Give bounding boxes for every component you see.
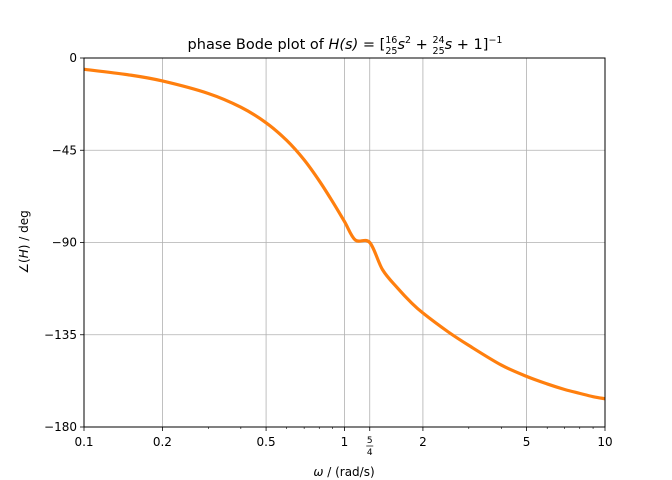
phase-series-line — [83, 67, 606, 401]
title-frac2-num: 24 — [432, 35, 444, 46]
x-tick-label: 2 — [419, 435, 427, 449]
x-tick-label: 1 — [341, 435, 349, 449]
chart-title: phase Bode plot of H(s) = [16 25s2 + 24 25… — [188, 35, 503, 57]
title-frac1-den: 25 — [385, 46, 397, 57]
y-axis-label: ∠(H) / deg — [17, 210, 31, 273]
title-frac2-den: 25 — [433, 46, 445, 57]
y-tick-label: 0 — [69, 51, 77, 65]
y-tick-label: −180 — [44, 420, 77, 434]
x-tick-label: 10 — [597, 435, 612, 449]
grid-layer — [83, 57, 606, 428]
y-tick-label: −45 — [52, 143, 77, 157]
x-tick-label: 0.2 — [153, 435, 172, 449]
y-tick-label: −135 — [44, 328, 77, 342]
x-axis-label: ω / (rad/s) — [313, 465, 374, 479]
x-tick-label: 0.5 — [257, 435, 276, 449]
title-frac1-num: 16 — [385, 35, 397, 46]
x-tick-label-frac-den: 4 — [367, 448, 373, 458]
y-tick-label: −90 — [52, 236, 77, 250]
x-tick-label: 0.1 — [74, 435, 93, 449]
series-layer — [83, 67, 606, 401]
x-tick-label: 5 — [523, 435, 531, 449]
x-tick-label-frac-num: 5 — [367, 436, 373, 446]
tick-layer: 0.1 0.2 0.5 1 5 4 2 5 10 0 −45 −90 −135 −180 — [44, 51, 613, 458]
